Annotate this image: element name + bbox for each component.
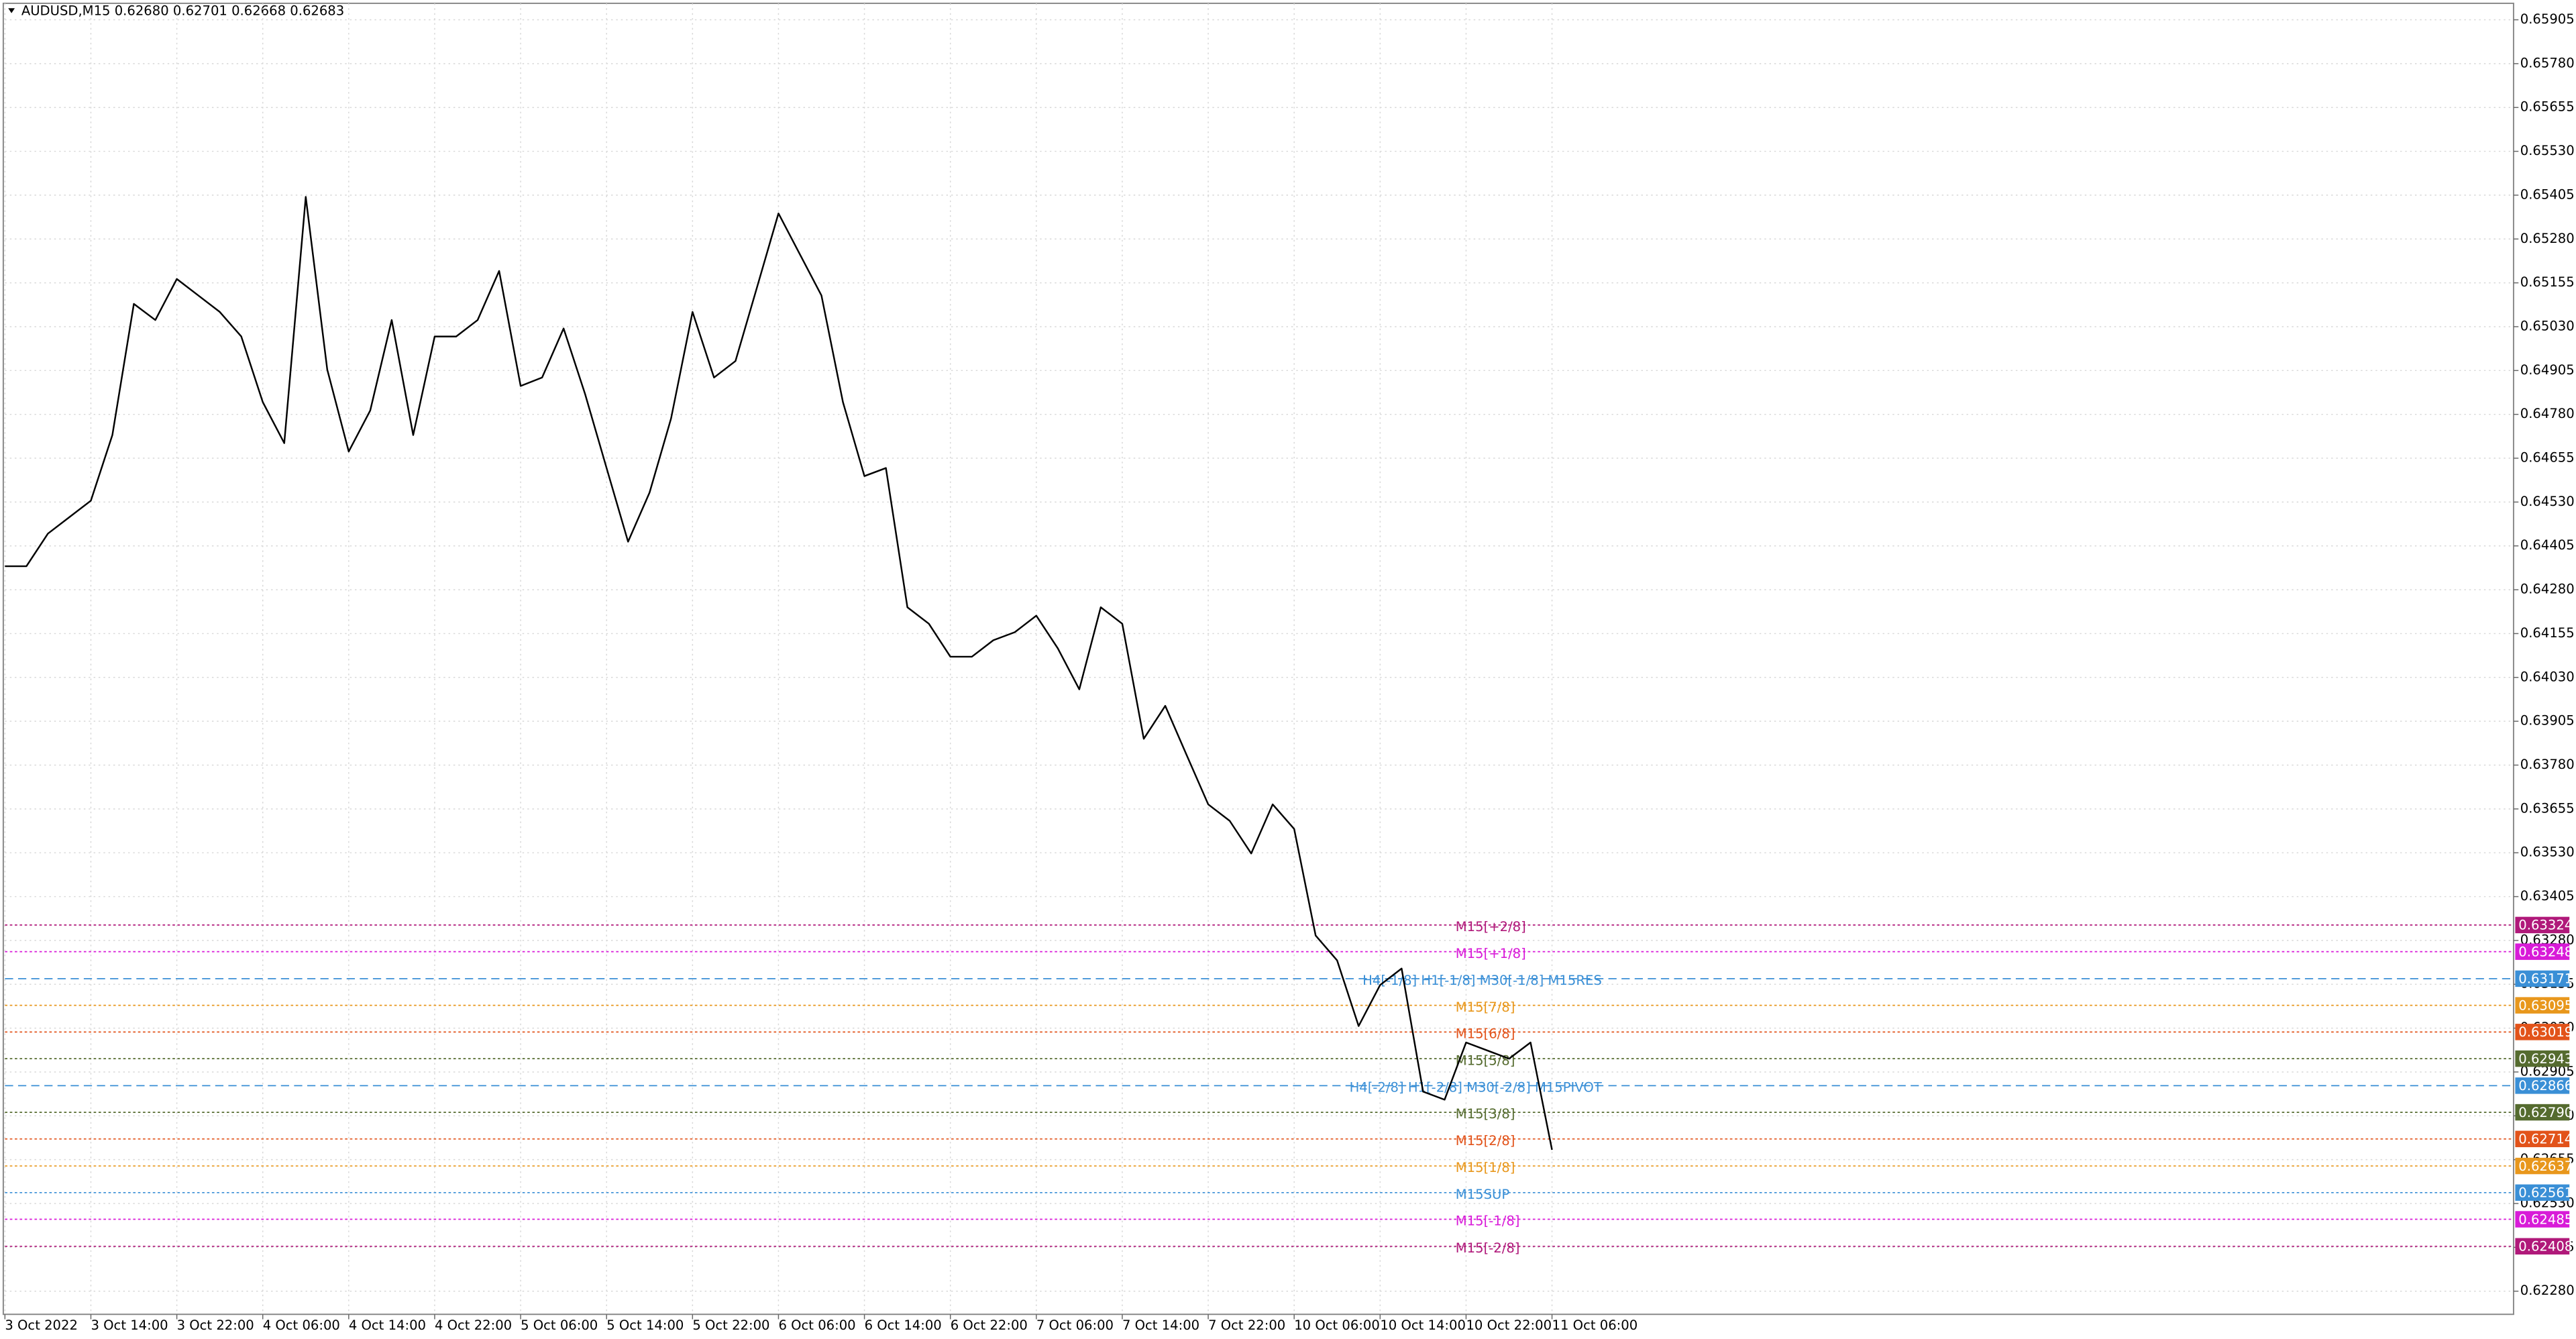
y-tick-label: 0.64030: [2520, 669, 2575, 684]
level-label: M15[+1/8]: [1456, 946, 1526, 961]
level-label: M15[1/8]: [1456, 1160, 1515, 1175]
level-price-box: [2515, 1157, 2570, 1175]
x-tick-label: 6 Oct 22:00: [951, 1318, 1028, 1333]
level-price-box: [2515, 1211, 2570, 1228]
y-tick-label: 0.65155: [2520, 274, 2575, 290]
level-price-label: 0.62561: [2518, 1185, 2573, 1201]
level-price-label: 0.62943: [2518, 1051, 2573, 1067]
level-label: M15[6/8]: [1456, 1026, 1515, 1042]
level-price-label: 0.62866: [2518, 1078, 2573, 1093]
level-label: M15SUP: [1456, 1187, 1510, 1202]
level-price-box: [2515, 970, 2570, 987]
level-label: M15[5/8]: [1456, 1053, 1515, 1068]
level-label: H4[-1/8] H1[-1/8] M30[-1/8] M15RES: [1362, 973, 1602, 988]
level-price-box: [2515, 1130, 2570, 1148]
y-tick-label: 0.63780: [2520, 757, 2575, 772]
level-price-box: [2515, 1024, 2570, 1040]
y-tick-label: 0.62280: [2520, 1283, 2575, 1298]
x-tick-label: 3 Oct 2022: [5, 1318, 78, 1333]
x-tick-label: 3 Oct 22:00: [177, 1318, 254, 1333]
y-tick-label: 0.65405: [2520, 186, 2575, 202]
y-tick-label: 0.64155: [2520, 625, 2575, 641]
y-tick-label: 0.64655: [2520, 450, 2575, 466]
price-line: [5, 196, 1553, 1150]
level-label: M15[-2/8]: [1456, 1240, 1520, 1256]
level-price-label: 0.62485: [2518, 1212, 2573, 1227]
x-tick-label: 3 Oct 14:00: [91, 1318, 168, 1333]
level-price-box: [2515, 1104, 2570, 1121]
level-price-label: 0.63324: [2518, 918, 2573, 933]
x-tick-label: 4 Oct 06:00: [263, 1318, 340, 1333]
level-label: H4[-2/8] H1[-2/8] M30[-2/8] M15PIVOT: [1350, 1080, 1603, 1095]
level-price-label: 0.63019: [2518, 1024, 2573, 1040]
level-price-label: 0.63171: [2518, 971, 2573, 987]
y-tick-label: 0.65030: [2520, 318, 2575, 333]
menu-arrow[interactable]: [8, 8, 15, 13]
level-price-box: [2515, 916, 2570, 934]
plot-frame: [2, 2, 2514, 1316]
x-tick-label: 4 Oct 14:00: [349, 1318, 426, 1333]
level-price-box: [2515, 1184, 2570, 1201]
level-price-box: [2515, 943, 2570, 960]
x-tick-label: 11 Oct 06:00: [1552, 1318, 1638, 1333]
y-tick-label: 0.63405: [2520, 888, 2575, 904]
x-tick-label: 6 Oct 06:00: [778, 1318, 855, 1333]
y-tick-label: 0.65655: [2520, 99, 2575, 115]
y-tick-label: 0.64780: [2520, 406, 2575, 421]
y-tick-label: 0.64530: [2520, 494, 2575, 509]
level-label: M15[3/8]: [1456, 1106, 1515, 1122]
y-tick-label: 0.63905: [2520, 713, 2575, 729]
x-tick-label: 7 Oct 06:00: [1036, 1318, 1114, 1333]
level-label: M15[7/8]: [1456, 1000, 1515, 1015]
x-tick-label: 5 Oct 06:00: [521, 1318, 598, 1333]
x-tick-label: 7 Oct 22:00: [1208, 1318, 1285, 1333]
level-price-label: 0.63248: [2518, 944, 2573, 959]
x-tick-label: 4 Oct 22:00: [435, 1318, 512, 1333]
x-tick-label: 10 Oct 06:00: [1294, 1318, 1380, 1333]
y-tick-label: 0.64405: [2520, 537, 2575, 553]
level-price-box: [2515, 997, 2570, 1014]
chart-title: AUDUSD,M15 0.62680 0.62701 0.62668 0.626…: [21, 3, 344, 19]
y-tick-label: 0.64280: [2520, 582, 2575, 597]
x-tick-label: 7 Oct 14:00: [1122, 1318, 1199, 1333]
x-tick-label: 10 Oct 22:00: [1466, 1318, 1552, 1333]
x-tick-label: 10 Oct 14:00: [1380, 1318, 1466, 1333]
y-tick-label: 0.63655: [2520, 800, 2575, 816]
y-tick-label: 0.65905: [2520, 11, 2575, 27]
x-tick-label: 6 Oct 14:00: [865, 1318, 942, 1333]
level-price-box: [2515, 1077, 2570, 1094]
x-tick-label: 5 Oct 22:00: [692, 1318, 769, 1333]
level-label: M15[2/8]: [1456, 1133, 1515, 1148]
level-price-label: 0.62637: [2518, 1159, 2573, 1174]
y-tick-label: 0.63530: [2520, 845, 2575, 860]
x-tick-label: 5 Oct 14:00: [606, 1318, 684, 1333]
level-price-label: 0.62408: [2518, 1239, 2573, 1254]
level-price-label: 0.62790: [2518, 1105, 2573, 1120]
level-price-label: 0.62714: [2518, 1132, 2573, 1147]
level-label: M15[-1/8]: [1456, 1214, 1520, 1229]
level-price-label: 0.63095: [2518, 998, 2573, 1013]
y-tick-label: 0.64905: [2520, 362, 2575, 378]
y-tick-label: 0.65280: [2520, 231, 2575, 246]
level-label: M15[+2/8]: [1456, 919, 1526, 934]
y-tick-label: 0.65780: [2520, 55, 2575, 70]
y-tick-label: 0.62905: [2520, 1063, 2575, 1079]
y-tick-label: 0.65530: [2520, 143, 2575, 158]
level-price-box: [2515, 1238, 2570, 1255]
level-price-box: [2515, 1050, 2570, 1067]
